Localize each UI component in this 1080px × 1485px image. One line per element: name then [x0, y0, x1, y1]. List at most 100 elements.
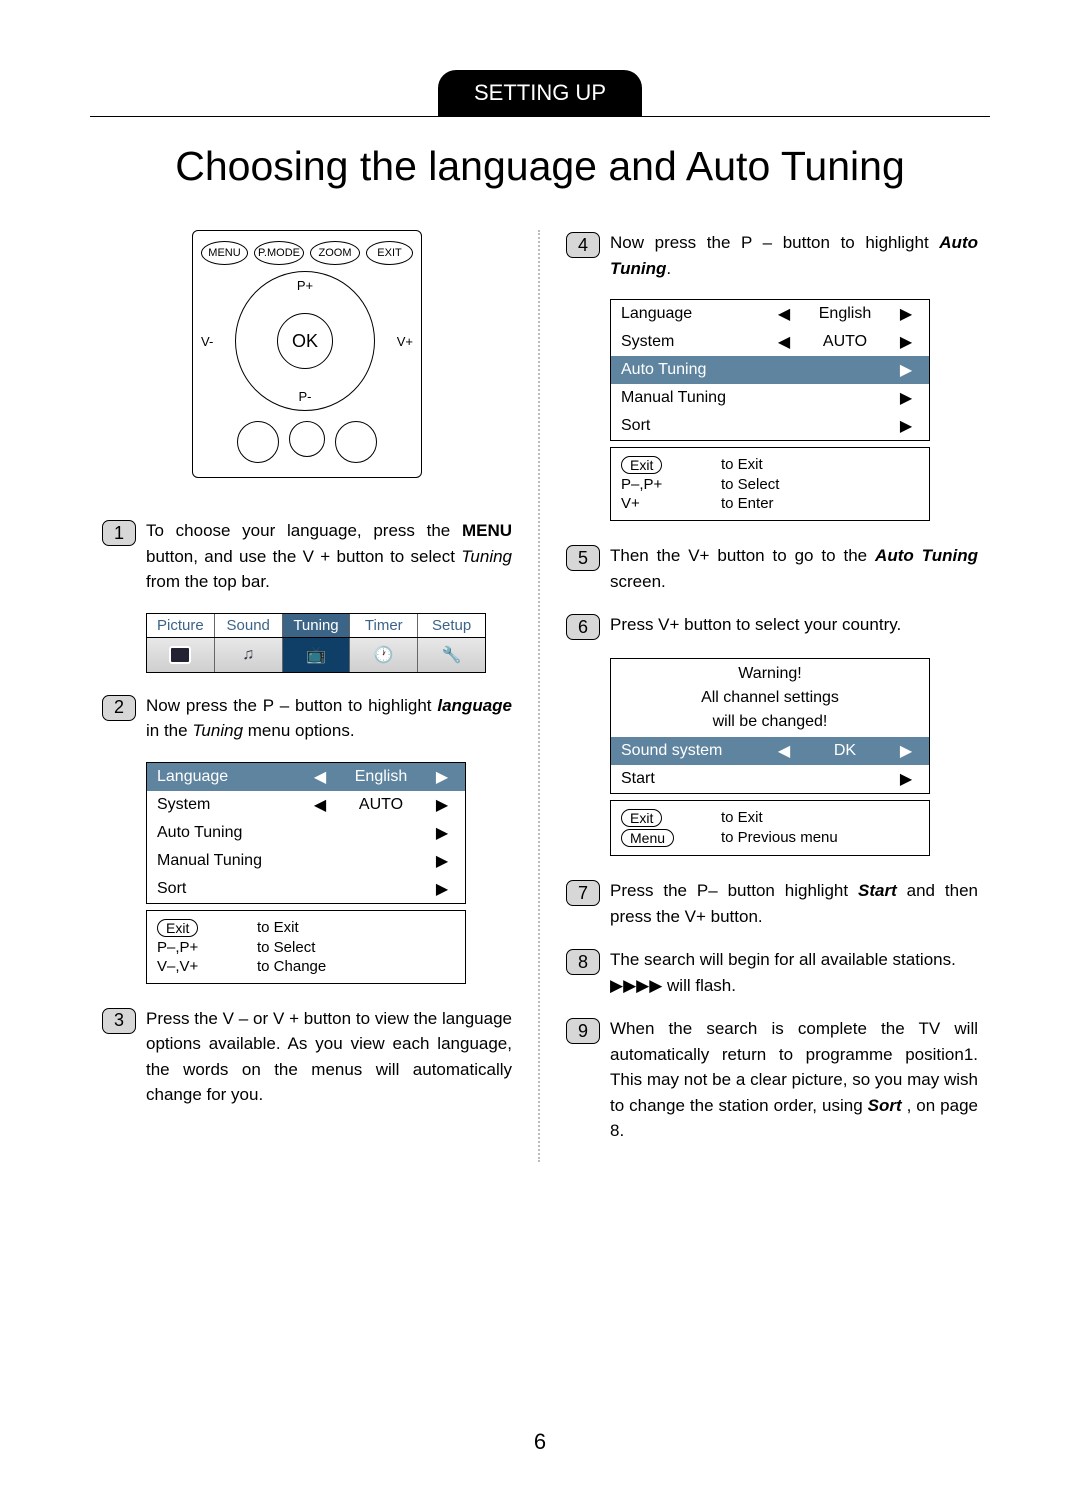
step-text: . — [666, 259, 671, 278]
step-text: Press V+ button to select your country. — [610, 612, 978, 640]
step-number: 1 — [102, 520, 136, 546]
step-text: The search will begin for all available … — [610, 950, 956, 969]
right-arrow-icon: ▶ — [893, 360, 919, 380]
step-text: from the top bar. — [146, 572, 270, 591]
help-key-pill: Menu — [621, 829, 674, 847]
left-arrow-icon: ◀ — [771, 304, 797, 324]
remote-menu-button: MENU — [201, 241, 248, 265]
tab-tuning: Tuning — [283, 614, 351, 637]
remote-vminus: V- — [201, 334, 213, 349]
right-arrow-icon: ▶ — [893, 332, 919, 352]
row-value: DK — [797, 742, 893, 760]
remote-pmode-button: P.MODE — [254, 241, 304, 265]
tab-setup: Setup — [418, 614, 485, 637]
help-key: P–,P+ — [621, 476, 701, 493]
page-title: Choosing the language and Auto Tuning — [90, 143, 990, 190]
warning-help: Exitto ExitMenuto Previous menu — [610, 800, 930, 856]
tab-sound: Sound — [215, 614, 283, 637]
help-key: Exit — [621, 809, 701, 827]
menu-row: Language◀English▶ — [611, 300, 929, 328]
left-arrow-icon: ◀ — [771, 741, 797, 761]
right-arrow-icon: ▶ — [893, 304, 919, 324]
tab-timer: Timer — [350, 614, 418, 637]
help-row: V+to Enter — [621, 495, 919, 512]
help-key: P–,P+ — [157, 939, 237, 956]
remote-exit-button: EXIT — [366, 241, 413, 265]
row-label: Language — [621, 305, 771, 323]
menu-row: Sort ▶ — [147, 875, 465, 903]
help-row: V–,V+to Change — [157, 958, 455, 975]
tab-icon-sound: ♫ — [215, 638, 283, 672]
warning-box: Warning! All channel settings will be ch… — [610, 658, 930, 794]
sound-system-row: Sound system ◀ DK ▶ — [611, 737, 929, 765]
step-text: button, and use the V + button to select — [146, 547, 461, 566]
row-label: Sound system — [621, 742, 771, 760]
warning-title: Warning! — [611, 659, 929, 689]
tuning-menu-b-help: Exit to Exit P–,P+ to Select V+to Enter — [610, 447, 930, 521]
menu-row: Auto Tuning▶ — [611, 356, 929, 384]
tuning-menu-b: Language◀English▶System◀AUTO▶Auto Tuning… — [610, 299, 930, 441]
language-keyword: language — [437, 696, 512, 715]
row-value: AUTO — [797, 333, 893, 351]
tuning-menu-a-help: Exit to Exit P–,P+ to Select V–,V+to Change — [146, 910, 466, 984]
help-text: to Exit — [721, 809, 763, 827]
tab-picture: Picture — [147, 614, 215, 637]
tuning-keyword: Tuning — [192, 721, 243, 740]
left-arrow-icon: ◀ — [771, 332, 797, 352]
help-key-pill: Exit — [157, 919, 198, 937]
help-text: to Select — [257, 939, 315, 956]
right-arrow-icon: ▶ — [429, 823, 455, 843]
help-row: Exit to Exit — [621, 456, 919, 474]
step-number: 9 — [566, 1018, 600, 1044]
menu-row: Auto Tuning ▶ — [147, 819, 465, 847]
step-text: Press the P– button highlight — [610, 881, 858, 900]
row-label: System — [157, 796, 307, 814]
right-arrow-icon: ▶ — [429, 879, 455, 899]
row-label: Manual Tuning — [621, 389, 771, 407]
help-text: to Select — [721, 476, 779, 493]
remote-dpad: P+ OK P- — [235, 271, 375, 411]
start-row: Start ▶ — [611, 765, 929, 793]
section-label: SETTING UP — [438, 70, 642, 116]
help-key: Exit — [621, 456, 701, 474]
step-number: 7 — [566, 880, 600, 906]
right-arrow-icon: ▶ — [429, 767, 455, 787]
row-label: Auto Tuning — [157, 824, 307, 842]
row-label: Start — [621, 770, 771, 788]
tuning-menu-a: Language◀English▶System◀AUTO▶Auto Tuning… — [146, 762, 466, 904]
help-text: to Exit — [721, 456, 763, 474]
step-5: 5 Then the V+ button to go to the Auto T… — [566, 543, 978, 594]
tuning-keyword: Tuning — [461, 547, 512, 566]
step-text: Now press the P – button to highlight — [146, 696, 437, 715]
warning-line: All channel settings — [611, 689, 929, 713]
step-7: 7 Press the P– button highlight Start an… — [566, 878, 978, 929]
menu-row: Language◀English▶ — [147, 763, 465, 791]
help-row: P–,P+ to Select — [157, 939, 455, 956]
help-text: to Exit — [257, 919, 299, 937]
help-key: V+ — [621, 495, 701, 512]
menu-row: System◀AUTO▶ — [147, 791, 465, 819]
row-label: Manual Tuning — [157, 852, 307, 870]
step-text: screen. — [610, 572, 666, 591]
section-header: SETTING UP — [90, 70, 990, 117]
step-4: 4 Now press the P – button to highlight … — [566, 230, 978, 281]
step-text: menu options. — [243, 721, 355, 740]
row-value: English — [333, 768, 429, 786]
step-text: Press the V – or V + button to view the … — [146, 1006, 512, 1108]
right-arrow-icon: ▶ — [429, 795, 455, 815]
row-label: Sort — [157, 880, 307, 898]
page-number: 6 — [0, 1429, 1080, 1455]
step-8: 8 The search will begin for all availabl… — [566, 947, 978, 998]
menu-tab-strip: Picture Sound Tuning Timer Setup ♫ 📺 🕐 🔧 — [146, 613, 486, 673]
step-number: 3 — [102, 1008, 136, 1034]
row-label: Language — [157, 768, 307, 786]
step-3: 3 Press the V – or V + button to view th… — [102, 1006, 512, 1108]
menu-row: System◀AUTO▶ — [611, 328, 929, 356]
step-text: Now press the P – button to highlight — [610, 233, 939, 252]
remote-pplus: P+ — [297, 278, 313, 293]
menu-row: Manual Tuning ▶ — [611, 384, 929, 412]
step-text: To choose your language, press the — [146, 521, 462, 540]
help-key-pill: Exit — [621, 809, 662, 827]
step-number: 8 — [566, 949, 600, 975]
right-arrow-icon: ▶ — [893, 388, 919, 408]
